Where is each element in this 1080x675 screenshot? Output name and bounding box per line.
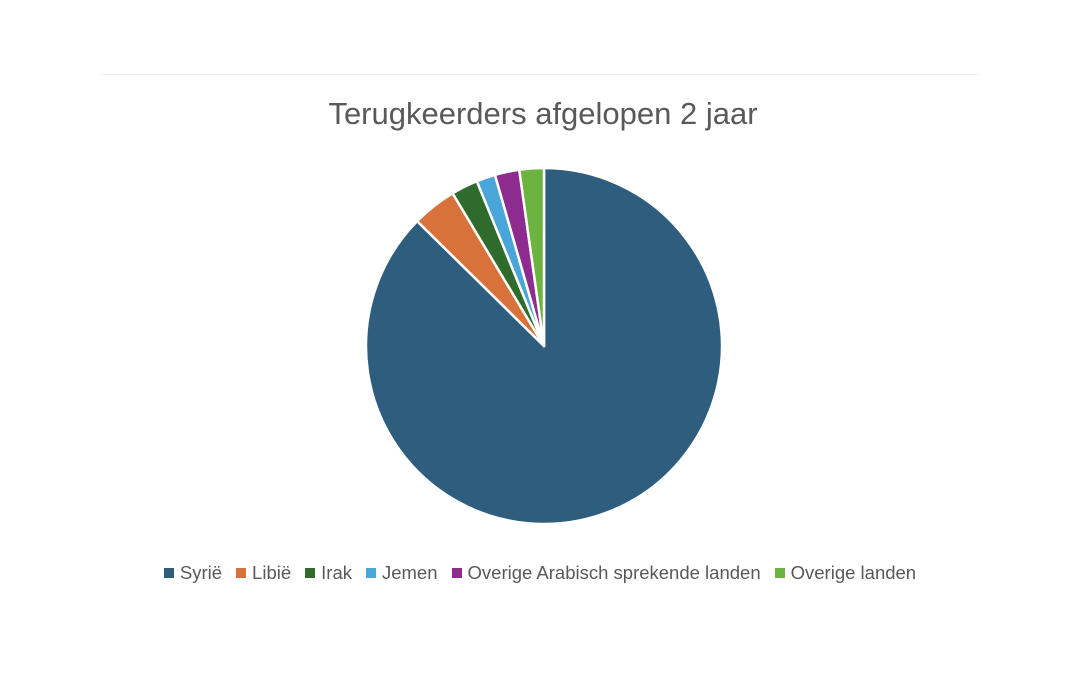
chart-frame: Terugkeerders afgelopen 2 jaar Syrië Libi…	[100, 74, 980, 614]
legend-label-2: Libië	[252, 562, 292, 583]
legend-item-5: Overige Arabisch sprekende landen	[451, 562, 761, 584]
legend-label-1: Syrië	[179, 562, 223, 583]
legend-swatch-4	[365, 568, 376, 578]
legend-label-5: Overige Arabisch sprekende landen	[467, 562, 761, 583]
legend-item-3: Irak	[305, 562, 352, 584]
legend-item-6: Overige landen	[774, 562, 917, 584]
legend-swatch-2	[236, 568, 247, 578]
legend-swatch-6	[774, 568, 785, 578]
legend-item-1: Syrië	[163, 562, 223, 584]
top-divider	[100, 74, 980, 75]
legend-label-6: Overige landen	[790, 562, 917, 583]
pie-chart	[364, 166, 724, 526]
pie-slice-6	[517, 166, 546, 348]
legend-item-2: Libië	[236, 562, 291, 584]
legend-item-4: Jemen	[365, 562, 438, 584]
legend-swatch-3	[305, 568, 316, 578]
legend-swatch-1	[163, 568, 174, 578]
chart-legend: Syrië Libië Irak Jemen Overige Arabisch spre…	[100, 562, 980, 584]
legend-label-3: Irak	[321, 562, 352, 583]
legend-swatch-5	[451, 568, 462, 578]
legend-label-4: Jemen	[381, 562, 438, 583]
chart-title: Terugkeerders afgelopen 2 jaar	[328, 96, 758, 131]
